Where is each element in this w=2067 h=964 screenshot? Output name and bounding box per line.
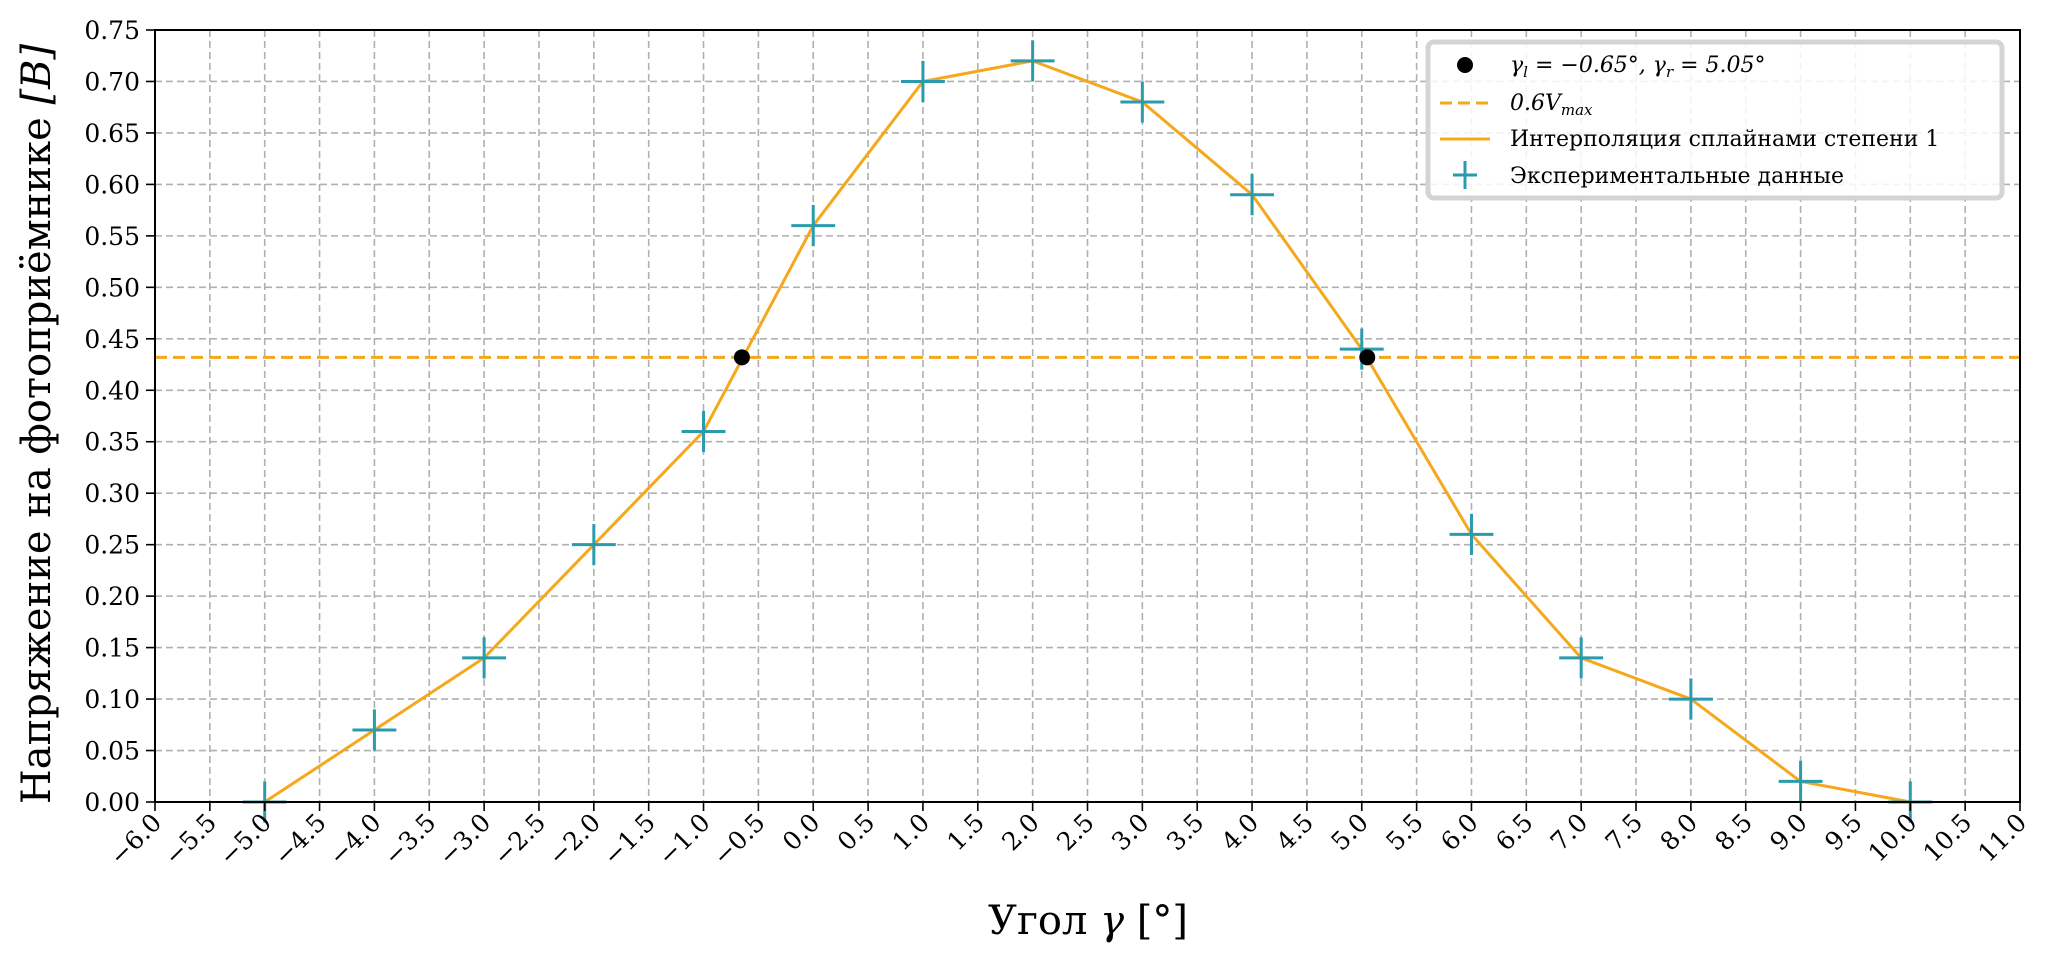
legend-points-part2: = −0.65°, γ [1528, 53, 1667, 78]
y-tick-label: 0.60 [84, 170, 140, 199]
legend-entry-points: γl = −0.65°, γr = 5.05° [1510, 53, 1766, 81]
y-tick-label: 0.30 [84, 479, 140, 508]
experimental-point [1559, 637, 1604, 679]
y-tick-label: 0.40 [84, 376, 140, 405]
x-axis-title: Угол γ [°] [988, 898, 1188, 944]
legend-entry-experimental: Экспериментальные данные [1510, 164, 1844, 189]
legend-entry-interpolation: Интерполяция сплайнами степени 1 [1510, 127, 1939, 152]
y-tick-label: 0.15 [84, 634, 140, 663]
y-tick-label: 0.50 [84, 273, 140, 302]
y-tick-label: 0.75 [84, 16, 140, 45]
experimental-point [571, 524, 616, 566]
x-axis-title-word: Угол [988, 898, 1100, 944]
interpolation-line-layer [263, 59, 1911, 804]
experimental-point [1230, 174, 1274, 216]
y-axis-title-unit: [B] [14, 43, 60, 104]
experimental-point [1778, 760, 1823, 802]
experimental-point [1120, 81, 1165, 123]
intersection-point [1359, 349, 1376, 366]
legend-points-sub1: l [1523, 63, 1528, 81]
y-tick-label: 0.55 [84, 222, 140, 251]
grid [155, 30, 2020, 802]
experimental-point [901, 60, 945, 103]
experimental-point [1449, 513, 1494, 555]
y-tick-label: 0.45 [84, 325, 140, 354]
y-tick-label: 0.05 [84, 737, 140, 766]
experimental-point [1668, 678, 1713, 720]
errorbar-layer [242, 40, 1933, 823]
x-axis-title-symbol: γ [1100, 898, 1124, 944]
legend-points-part3: = 5.05° [1673, 53, 1765, 78]
legend-marker-experimental [1453, 161, 1477, 189]
legend-threshold-base: 0.6V [1510, 91, 1563, 116]
experimental-point [791, 204, 836, 247]
legend-entry-threshold: 0.6Vmax [1510, 91, 1593, 119]
intersection-point [733, 349, 750, 366]
x-axis-title-unit: [°] [1124, 898, 1188, 944]
y-tick-labels: 0.00 0.05 0.10 0.15 0.20 0.25 0.30 0.35 0.40 0.45… [84, 16, 140, 817]
experimental-point [681, 410, 726, 453]
legend: γl = −0.65°, γr = 5.05° 0.6Vmax Интерпол… [1425, 39, 2005, 201]
experimental-point [462, 637, 507, 679]
y-tick-label: 0.65 [84, 119, 140, 148]
y-tick-label: 0.25 [84, 531, 140, 560]
intersection-points-layer [733, 349, 1376, 366]
legend-marker-points [1457, 57, 1473, 73]
legend-points-part1: γ [1510, 53, 1524, 78]
ticks [146, 29, 2021, 811]
y-tick-label: 0.10 [84, 685, 140, 714]
legend-frame [1425, 39, 2005, 201]
y-tick-label: 0.70 [84, 67, 140, 96]
experimental-point [352, 709, 397, 751]
legend-points-sub2: r [1666, 63, 1674, 81]
experimental-point [1010, 40, 1055, 82]
y-tick-label: 0.35 [84, 428, 140, 457]
legend-threshold-sub: max [1561, 101, 1593, 119]
interpolation-line [263, 59, 1911, 804]
y-tick-label: 0.20 [84, 582, 140, 611]
y-axis-title: Напряжение на фотоприёмнике [B] [14, 43, 60, 804]
y-tick-label: 0.00 [84, 788, 140, 817]
y-axis-title-words: Напряжение на фотоприёмнике [14, 104, 60, 804]
